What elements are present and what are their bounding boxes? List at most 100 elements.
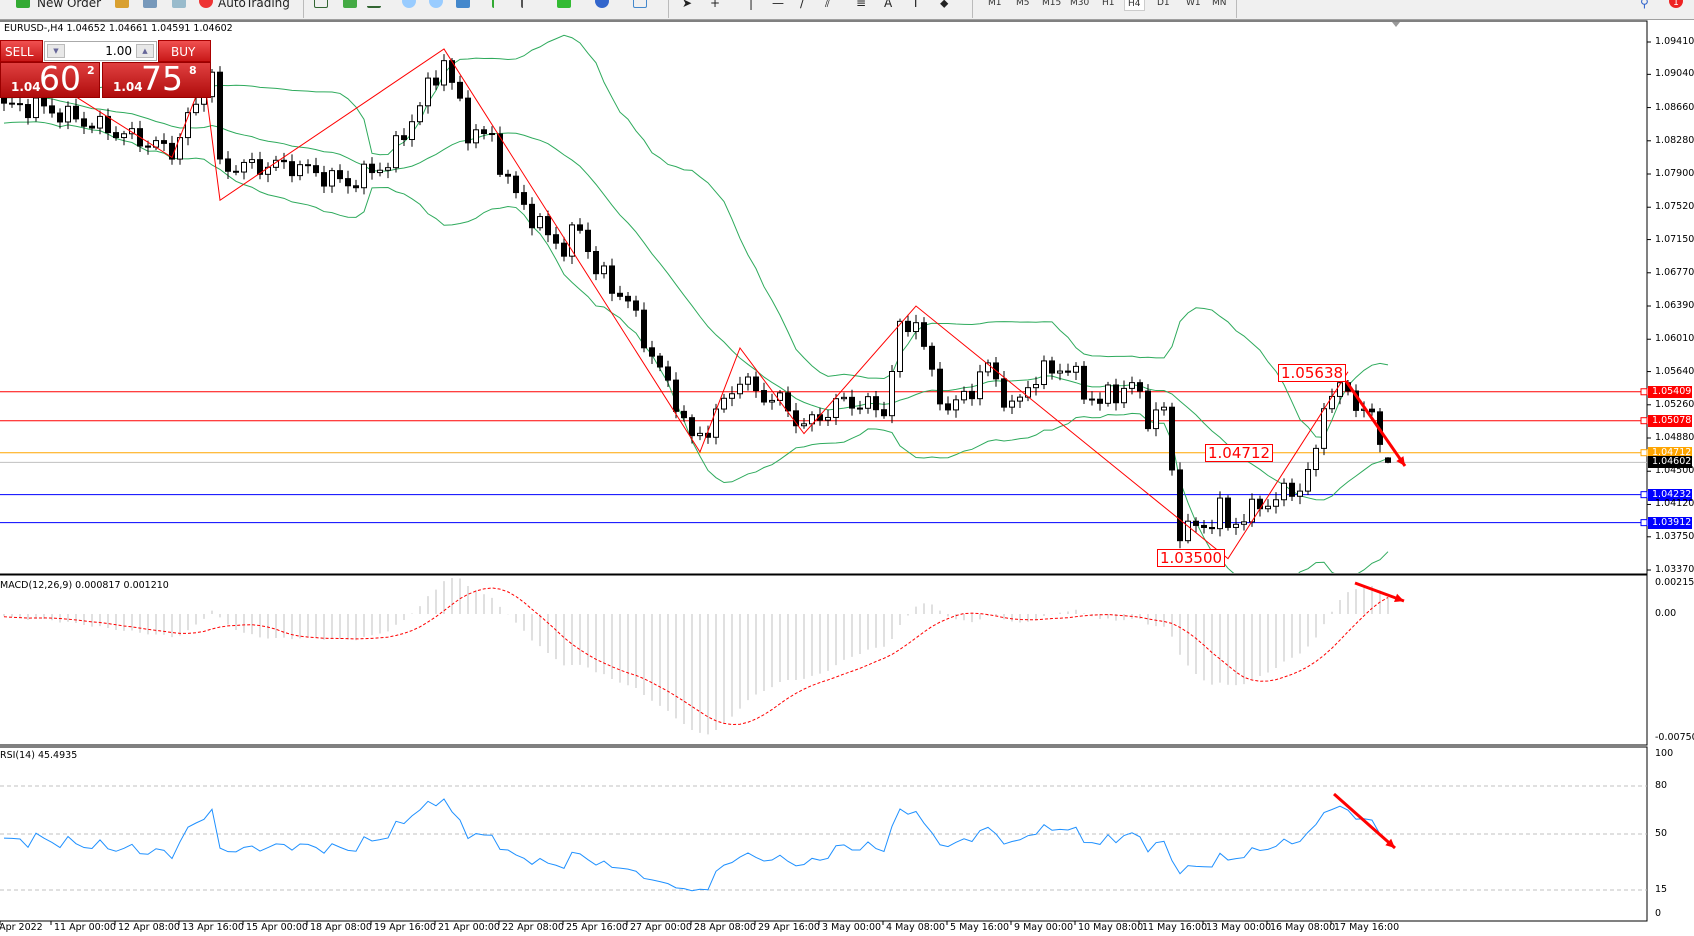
line-chart-icon[interactable] xyxy=(367,0,381,8)
bear-candle xyxy=(145,145,151,148)
bull-candle xyxy=(97,115,103,129)
bull-candle xyxy=(737,383,743,395)
timeframe-m15[interactable]: M15 xyxy=(1042,0,1062,8)
tile-windows-icon[interactable] xyxy=(456,0,470,8)
history-icon[interactable] xyxy=(143,0,157,8)
autotrading-icon[interactable] xyxy=(199,0,213,8)
new-order-icon[interactable] xyxy=(16,0,30,8)
timeframe-w1[interactable]: W1 xyxy=(1186,0,1201,8)
horizontal-line-icon[interactable]: — xyxy=(772,0,784,10)
price-axis-label: 1.07520 xyxy=(1655,201,1694,213)
bear-candle xyxy=(17,103,23,106)
bear-candle xyxy=(1097,398,1103,404)
one-click-trading-panel: SELL ▼ 1.00 ▲ BUY 1.04 60 2 1.04 75 8 xyxy=(0,40,211,98)
price-down-arrow-head xyxy=(1396,456,1405,466)
sell-button[interactable]: SELL xyxy=(0,40,43,62)
vertical-line-icon[interactable]: | xyxy=(749,0,754,10)
bear-candle xyxy=(585,229,591,252)
price-down-arrow xyxy=(1344,380,1407,467)
bear-candle xyxy=(929,345,935,370)
signals-icon[interactable] xyxy=(172,0,186,8)
candlestick-icon[interactable] xyxy=(343,0,357,8)
price-label-low[interactable]: 1.03500 xyxy=(1157,549,1226,567)
bear-candle xyxy=(113,132,119,139)
bear-candle xyxy=(681,410,687,419)
ask-price-prefix: 1.04 xyxy=(113,80,143,94)
bear-candle xyxy=(1193,520,1199,526)
separator xyxy=(668,0,669,18)
bear-candle xyxy=(105,115,111,134)
fibonacci-icon[interactable]: ≡ xyxy=(856,0,867,10)
bear-candle xyxy=(1089,398,1095,401)
cursor-icon[interactable]: ➤ xyxy=(682,0,693,10)
timeframe-m5[interactable]: M5 xyxy=(1016,0,1030,8)
new-order-button[interactable]: New Order xyxy=(37,0,102,10)
autotrading-button[interactable]: AutoTrading xyxy=(218,0,290,10)
bull-candle xyxy=(913,322,919,333)
bull-candle xyxy=(865,396,871,409)
arrows-icon[interactable]: ⬥ xyxy=(940,0,949,10)
crosshair-icon[interactable]: + xyxy=(710,0,721,10)
bid-price-button[interactable]: 1.04 60 2 xyxy=(0,59,100,98)
bear-candle xyxy=(345,178,351,187)
search-icon[interactable]: ⚲ xyxy=(1640,0,1649,10)
chart-shift-icon[interactable] xyxy=(492,0,506,8)
timeframe-d1[interactable]: D1 xyxy=(1157,0,1170,8)
time-axis-label: 4 May 08:00 xyxy=(886,922,946,933)
autoscroll-icon[interactable] xyxy=(521,0,535,8)
bear-candle xyxy=(489,133,495,136)
experts-icon[interactable] xyxy=(115,0,129,8)
equidistant-channel-icon[interactable]: ⫽ xyxy=(825,0,831,10)
bull-candle xyxy=(1273,499,1279,507)
bull-candle xyxy=(1129,382,1135,389)
lot-size-value[interactable]: 1.00 xyxy=(105,44,132,58)
separator xyxy=(303,0,304,18)
price-axis-label: 1.03370 xyxy=(1655,564,1694,576)
chart-shift-marker xyxy=(1392,22,1400,27)
bull-candle xyxy=(1233,523,1239,528)
bear-candle xyxy=(369,163,375,174)
text-icon[interactable]: A xyxy=(884,0,893,10)
bull-candle xyxy=(297,164,303,177)
bear-candle xyxy=(497,133,503,175)
bull-candle xyxy=(1161,406,1167,411)
timeframe-h1[interactable]: H1 xyxy=(1102,0,1115,8)
templates-icon[interactable] xyxy=(633,0,647,8)
price-label-high[interactable]: 1.05638 xyxy=(1278,364,1347,382)
indicators-icon[interactable] xyxy=(557,0,571,8)
buy-button[interactable]: BUY xyxy=(158,40,211,62)
macd-axis-label: 0.00 xyxy=(1655,608,1677,619)
line-handle xyxy=(1640,388,1648,396)
bull-candle xyxy=(1329,395,1335,410)
trendline-icon[interactable]: / xyxy=(800,0,805,10)
bear-candle xyxy=(1225,497,1231,528)
bid-price-prefix: 1.04 xyxy=(11,80,41,94)
zoom-out-icon[interactable] xyxy=(429,0,443,8)
time-axis-label: 10 May 08:00 xyxy=(1078,922,1144,933)
timeframe-m30[interactable]: M30 xyxy=(1070,0,1090,8)
bear-candle xyxy=(321,172,327,187)
lot-size-input[interactable]: ▼ 1.00 ▲ xyxy=(44,41,157,61)
timeframe-h4[interactable]: H4 xyxy=(1124,0,1145,11)
lot-decrease-button[interactable]: ▼ xyxy=(47,44,65,58)
lot-increase-button[interactable]: ▲ xyxy=(136,44,154,58)
price-label-mid[interactable]: 1.04712 xyxy=(1205,444,1274,462)
bull-candle xyxy=(713,408,719,438)
bull-candle xyxy=(1321,408,1327,449)
ask-price-pips: 75 xyxy=(141,59,183,98)
bar-chart-icon[interactable] xyxy=(314,0,328,8)
separator xyxy=(1236,0,1237,18)
macd-panel xyxy=(0,574,1648,746)
periods-icon[interactable] xyxy=(595,0,609,8)
bull-candle xyxy=(193,103,199,114)
zoom-in-icon[interactable] xyxy=(402,0,416,8)
text-label-icon[interactable]: T xyxy=(912,0,920,10)
bull-candle xyxy=(833,398,839,418)
notification-badge[interactable]: 1 xyxy=(1669,0,1683,8)
bull-candle xyxy=(745,376,751,385)
ask-price-button[interactable]: 1.04 75 8 xyxy=(102,59,211,98)
timeframe-mn[interactable]: MN xyxy=(1212,0,1227,8)
bear-candle xyxy=(233,170,239,173)
timeframe-m1[interactable]: M1 xyxy=(988,0,1002,8)
